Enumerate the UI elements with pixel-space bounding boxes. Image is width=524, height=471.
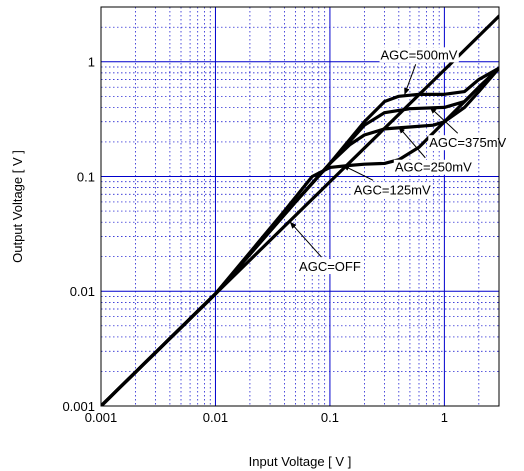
annotation-arrow [342,164,374,181]
annotation-background [379,47,459,63]
annotation-arrow [429,106,459,134]
x-axis-title: Input Voltage [ V ] [249,454,352,469]
y-tick-label: 1 [88,55,95,70]
annotation-background [298,259,362,275]
x-tick-label: 1 [441,410,448,425]
x-tick-label: 0.1 [321,410,339,425]
curves [101,14,499,406]
annotation-agc-250mv: AGC=250mV [395,160,472,175]
y-tick-label: 0.1 [77,169,95,184]
annotation-background [352,182,433,198]
series-line-agc-250mv [101,66,499,406]
annotation-agc-375mv: AGC=375mV [429,135,506,150]
plot-frame [100,6,500,407]
annotation-agc-125mv: AGC=125mV [354,182,431,197]
ticks: 0.001 0.01 0.1 1 0.001 0.01 0.1 1 [62,55,448,425]
x-tick-label: 0.001 [85,410,118,425]
y-axis-title: Output Voltage [ V ] [10,150,25,263]
series-line-agc-125mv [101,66,499,406]
x-tick-label: 0.01 [203,410,228,425]
annotation-arrow [289,221,322,258]
annotation-arrow [404,64,417,95]
annotation-background [393,159,474,175]
annotation-agc-500mv: AGC=500mV [381,47,458,62]
y-tick-label: 0.001 [62,399,95,414]
y-tick-label: 0.01 [70,284,95,299]
annotation-background [428,135,508,151]
annotation-agc-off: AGC=OFF [299,259,361,274]
annotations: AGC=500mV AGC=375mV AGC=250mV AGC=125mV AGC=… [289,47,508,275]
annotation-arrow [398,126,426,159]
